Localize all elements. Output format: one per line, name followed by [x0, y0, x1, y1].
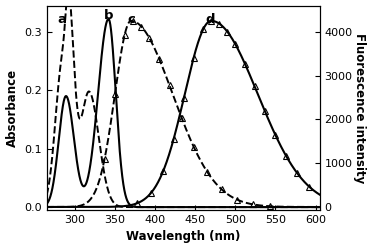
Text: b: b	[104, 9, 113, 22]
Y-axis label: Fluorescence intensity: Fluorescence intensity	[353, 33, 366, 183]
Text: a: a	[57, 13, 67, 26]
Text: d: d	[205, 13, 214, 26]
X-axis label: Wavelength (nm): Wavelength (nm)	[126, 230, 240, 244]
Text: c: c	[127, 13, 135, 26]
Y-axis label: Absorbance: Absorbance	[6, 69, 19, 147]
